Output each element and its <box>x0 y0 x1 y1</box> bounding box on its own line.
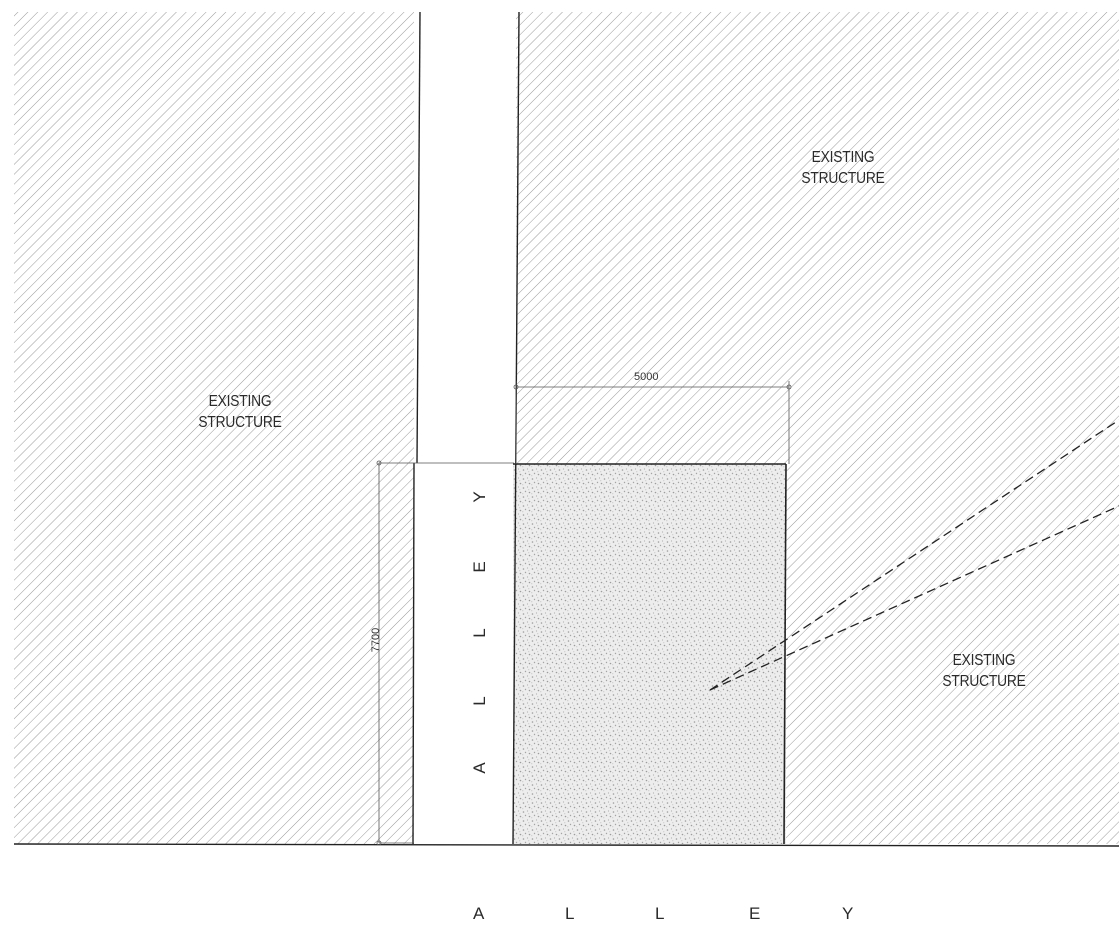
left-structure-label: EXISTING STRUCTURE <box>188 391 291 433</box>
vertical-alley-letter-1: A <box>470 762 489 774</box>
bottom-right-structure-label-line1: EXISTING <box>952 652 1016 669</box>
width-dimension-label: 5000 <box>634 371 659 383</box>
top-right-structure-label-line2: STRUCTURE <box>801 170 885 187</box>
top-right-structure-label: EXISTING STRUCTURE <box>791 147 894 189</box>
vertical-alley-letter-2: L <box>470 696 489 706</box>
height-dimension <box>376 460 514 846</box>
alley-left-edge-upper <box>416 11 421 464</box>
alley-left-edge-lower <box>412 462 415 845</box>
sight-line-lower <box>709 505 1119 691</box>
site-right-edge <box>783 463 787 845</box>
height-dimension-label: 7700 <box>370 627 382 653</box>
horizontal-alley-letter-4: E <box>749 904 761 923</box>
sight-line-upper <box>709 419 1119 691</box>
proposed-site-area <box>513 464 786 844</box>
bottom-right-structure-label: EXISTING STRUCTURE <box>932 650 1035 692</box>
vertical-alley <box>414 12 513 844</box>
vertical-alley-letter-5: Y <box>470 491 489 503</box>
bottom-right-structure-label-line2: STRUCTURE <box>942 673 1026 690</box>
left-existing-structure <box>14 12 420 844</box>
left-structure-label-line2: STRUCTURE <box>198 414 282 431</box>
vertical-alley-letter-3: L <box>470 628 489 638</box>
left-structure-label-line1: EXISTING <box>208 393 272 410</box>
horizontal-alley-letter-2: L <box>565 904 575 923</box>
horizontal-alley-letter-1: A <box>473 904 485 923</box>
vertical-alley-letter-4: E <box>470 561 489 573</box>
horizontal-alley-letter-3: L <box>655 904 665 923</box>
horizontal-alley-letter-5: Y <box>842 904 854 923</box>
top-right-structure-label-line1: EXISTING <box>811 149 875 166</box>
street-line <box>13 843 1119 847</box>
width-dimension <box>513 381 792 464</box>
